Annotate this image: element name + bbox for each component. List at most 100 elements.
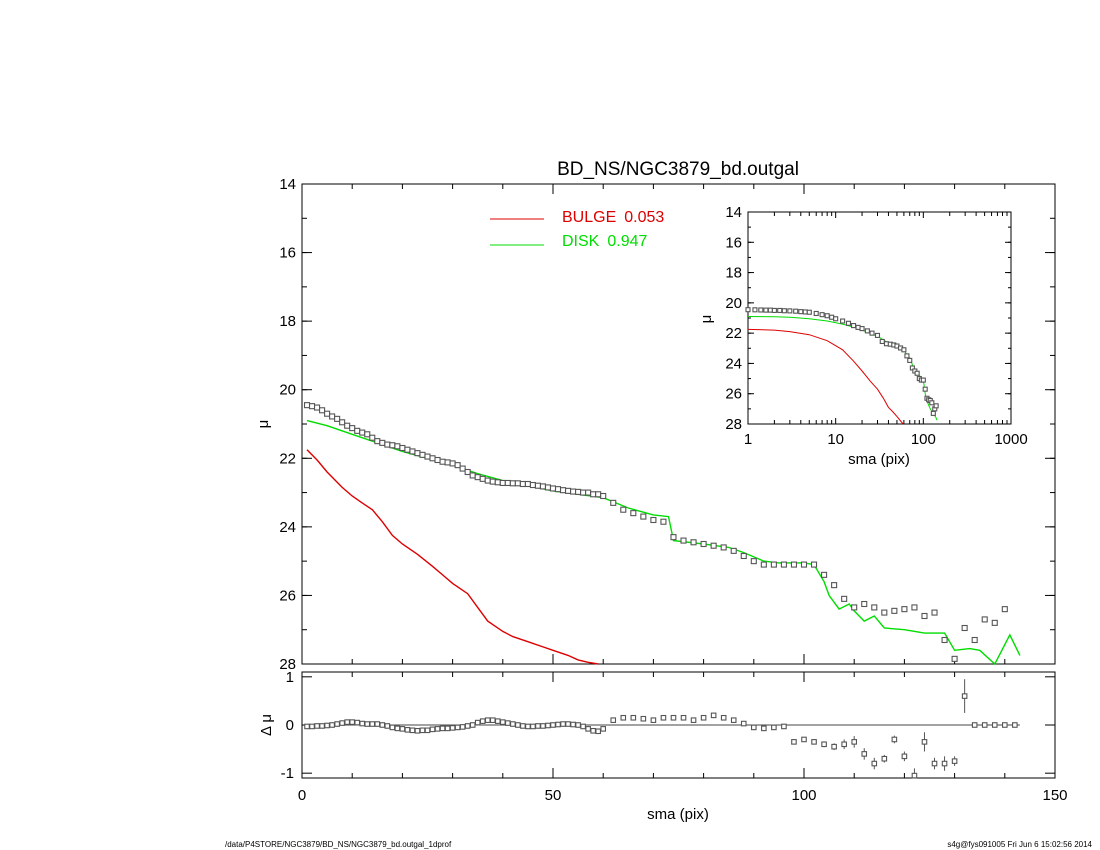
inset-data-point <box>806 309 812 315</box>
main-data-point <box>821 571 828 578</box>
main-data-point <box>544 484 552 491</box>
residual-residual-point <box>650 717 657 723</box>
residual-residual-point <box>505 720 511 726</box>
residual-y-axis-label: Δ μ <box>258 714 275 736</box>
inset-y-axis-label: μ <box>698 315 715 324</box>
residual-residual-point <box>525 723 531 730</box>
residual-residual-point <box>841 741 847 748</box>
inset-x-axis-label: sma (pix) <box>848 451 910 468</box>
inset-data-point <box>845 320 852 326</box>
main-data-point <box>911 604 918 611</box>
inset-xtick-label: 1000 <box>994 431 1027 448</box>
residual-residual-point <box>444 725 451 732</box>
main-data-point <box>379 439 386 446</box>
main-data-point <box>750 558 757 565</box>
residual-residual-point <box>344 719 350 725</box>
residual-xtick-label: 150 <box>1042 787 1067 804</box>
residual-residual-point <box>494 718 501 724</box>
inset-ytick-label: 26 <box>725 386 742 403</box>
inset-data-point <box>933 403 939 409</box>
residual-residual-point <box>540 723 546 729</box>
residual-residual-point <box>670 714 677 721</box>
legend: BULGE 0.053 DISK 0.947 <box>490 209 664 250</box>
residual-residual-point <box>580 723 586 730</box>
main-data-point <box>308 403 316 410</box>
residual-residual-point <box>419 727 426 734</box>
main-data-point <box>600 492 607 500</box>
main-data-point <box>575 488 582 495</box>
main-ytick-label: 28 <box>279 656 296 673</box>
main-data-point <box>780 561 787 568</box>
main-data-point <box>800 561 808 568</box>
main-data-point <box>559 487 567 494</box>
residual-residual-point <box>640 715 647 722</box>
residual-residual-point <box>434 726 441 732</box>
main-data-point <box>364 431 371 438</box>
inset-panel: 14 16 18 20 22 24 26 28 1 10 100 1000 μ sma (pix) <box>698 204 1028 468</box>
main-x-ticks <box>301 184 1056 664</box>
main-data-point <box>861 600 868 608</box>
main-data-point <box>760 561 767 568</box>
main-data-point <box>770 561 777 568</box>
residual-residual-point <box>314 723 320 729</box>
main-data-point <box>494 479 501 486</box>
main-data-point <box>529 481 536 489</box>
main-data-point <box>339 419 346 426</box>
main-data-point <box>474 474 481 481</box>
residual-residual-point <box>811 739 817 745</box>
residual-residual-point <box>590 727 596 734</box>
residual-residual-point <box>931 760 938 767</box>
main-data-point <box>469 472 476 479</box>
residual-residual-point <box>600 726 607 732</box>
main-data-point <box>509 480 516 487</box>
main-data-point <box>344 422 351 429</box>
legend-disk-label: DISK 0.947 <box>562 233 647 250</box>
residual-xtick-label: 100 <box>791 787 816 804</box>
residual-residual-point <box>484 717 491 723</box>
residual-residual-point <box>801 736 807 743</box>
main-data-point <box>464 468 471 476</box>
residual-residual-point <box>891 736 898 743</box>
residual-residual-point <box>384 723 391 729</box>
main-ytick-label: 20 <box>279 382 296 399</box>
residual-residual-point <box>319 723 325 729</box>
main-data-point <box>419 451 426 458</box>
main-data-point <box>810 561 818 568</box>
inset-ytick-label: 22 <box>725 325 742 342</box>
residual-residual-point <box>429 726 436 733</box>
residual-residual-point <box>499 719 506 725</box>
inset-data-point <box>829 314 835 320</box>
residual-residual-point <box>610 717 617 723</box>
residual-residual-point <box>630 714 637 721</box>
residual-residual-point <box>449 725 456 731</box>
main-data-point <box>514 480 521 487</box>
main-data-point <box>349 425 356 432</box>
residual-residual-point <box>821 741 827 748</box>
residual-residual-point <box>851 739 858 745</box>
inset-data-point <box>745 307 751 313</box>
main-data-point <box>690 539 697 546</box>
residual-residual-point <box>489 717 496 723</box>
residual-residual-point <box>921 739 928 745</box>
residual-series-group <box>304 679 1020 779</box>
main-data-point <box>399 444 406 452</box>
main-data-point <box>324 410 331 417</box>
inset-series-group <box>745 307 939 425</box>
main-data-point <box>489 478 496 485</box>
inset-data-point <box>787 308 793 314</box>
inset-plot-frame <box>747 211 1012 425</box>
residual-residual-point <box>324 722 330 729</box>
main-data-point <box>449 460 456 467</box>
residual-residual-point <box>690 717 697 723</box>
residual-residual-point <box>339 720 345 726</box>
main-ytick-label: 14 <box>279 176 296 193</box>
residual-ytick-label: 0 <box>286 717 294 734</box>
residual-residual-point <box>565 721 571 727</box>
main-data-point <box>590 491 597 498</box>
residual-residual-point <box>535 723 541 729</box>
residual-residual-point <box>334 721 340 727</box>
main-data-point <box>595 491 602 498</box>
residual-residual-point <box>394 725 401 732</box>
residual-ytick-label: 1 <box>286 669 294 686</box>
